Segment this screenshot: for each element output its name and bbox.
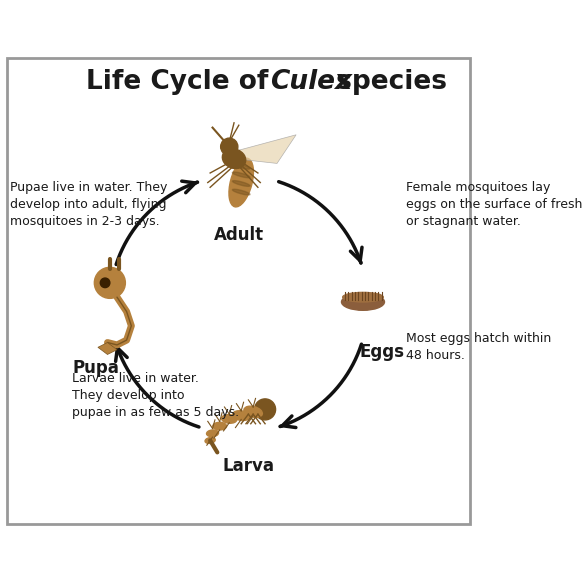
Text: Larva: Larva [223,457,274,475]
Ellipse shape [232,189,250,195]
Text: Life Cycle of: Life Cycle of [86,69,277,95]
Ellipse shape [95,267,126,298]
Ellipse shape [223,149,246,169]
Ellipse shape [343,292,383,302]
FancyBboxPatch shape [7,59,471,524]
Text: Larvae live in water.
They develop into
pupae in as few as 5 days.: Larvae live in water. They develop into … [72,372,239,419]
Text: Culex: Culex [270,69,352,95]
Text: Most eggs hatch within
48 hours.: Most eggs hatch within 48 hours. [406,332,551,362]
Ellipse shape [207,430,218,437]
Ellipse shape [221,415,237,423]
Text: Pupae live in water. They
develop into adult, flying
mosquitoes in 2-3 days.: Pupae live in water. They develop into a… [9,180,167,227]
Ellipse shape [213,422,227,430]
Ellipse shape [232,180,250,186]
Ellipse shape [232,411,250,420]
Ellipse shape [229,158,253,207]
Text: Eggs: Eggs [360,343,405,361]
Ellipse shape [342,293,384,310]
Circle shape [221,138,238,155]
Text: Pupa: Pupa [72,359,119,377]
Polygon shape [98,343,117,354]
Circle shape [255,399,276,420]
Text: Female mosquitoes lay
eggs on the surface of fresh
or stagnant water.: Female mosquitoes lay eggs on the surfac… [406,180,582,227]
Text: species: species [327,69,447,95]
Ellipse shape [244,406,262,418]
Ellipse shape [232,172,250,177]
Ellipse shape [232,164,250,169]
Circle shape [100,278,110,288]
Polygon shape [234,135,296,164]
Text: Adult: Adult [214,226,264,244]
Ellipse shape [205,437,215,443]
